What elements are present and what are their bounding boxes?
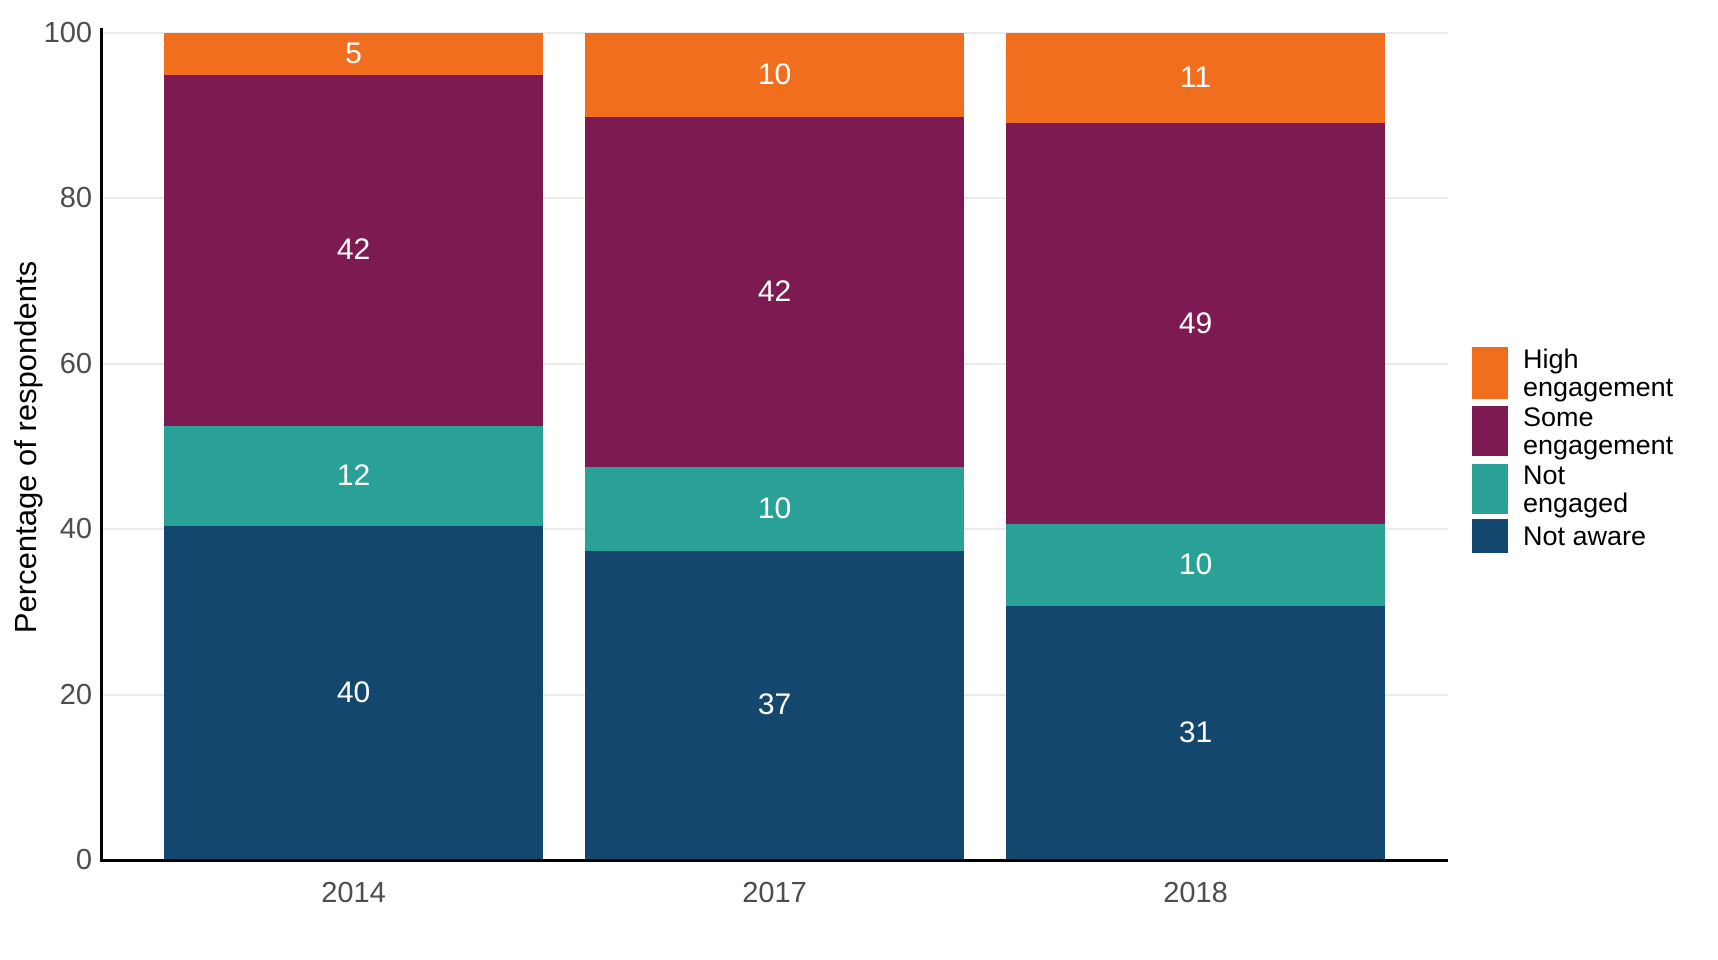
plot-panel: 40 12 42 5 37 10 42 10 31 10 49 11 xyxy=(102,32,1448,861)
y-axis-line xyxy=(100,28,103,861)
y-tick-label-80: 80 xyxy=(59,182,92,215)
bar-segment-2018-some-engagement: 49 xyxy=(1006,123,1385,525)
bar-value-label: 12 xyxy=(336,458,371,492)
y-tick-label-40: 40 xyxy=(59,513,92,546)
x-tick-label-2014: 2014 xyxy=(321,877,386,909)
x-tick-label-2018: 2018 xyxy=(1163,877,1228,909)
legend-item-some-engagement: Some engagement xyxy=(1472,403,1673,459)
bar-segment-2014-not-aware: 40 xyxy=(164,525,543,860)
legend-label: Not engaged xyxy=(1523,460,1629,518)
bar-segment-2014-some-engagement: 42 xyxy=(164,74,543,426)
legend-item-not-engaged: Not engaged xyxy=(1472,461,1673,517)
bar-segment-2017-not-aware: 37 xyxy=(585,550,964,860)
bar-value-label: 11 xyxy=(1179,61,1212,95)
bar-segment-2018-high-engagement: 11 xyxy=(1006,33,1385,124)
legend-swatch xyxy=(1472,347,1508,399)
bar-value-label: 10 xyxy=(757,57,792,91)
legend-swatch xyxy=(1472,464,1508,514)
y-tick-label-20: 20 xyxy=(59,678,92,711)
y-axis-title: Percentage of respondents xyxy=(8,260,43,634)
legend-swatch xyxy=(1472,519,1508,553)
bar-segment-2017-high-engagement: 10 xyxy=(585,33,964,117)
bar-segment-2017-some-engagement: 42 xyxy=(585,116,964,468)
legend: High engagement Some engagement Not engage… xyxy=(1472,345,1673,555)
bar-segment-2014-high-engagement: 5 xyxy=(164,33,543,75)
legend-swatch xyxy=(1472,406,1508,456)
bar-value-label: 42 xyxy=(757,274,792,308)
bar-value-label: 49 xyxy=(1178,306,1213,340)
x-tick-label-2017: 2017 xyxy=(742,877,807,909)
bar-value-label: 37 xyxy=(757,688,792,722)
bar-value-label: 40 xyxy=(336,675,371,709)
bar-value-label: 31 xyxy=(1178,716,1213,750)
bar-value-label: 42 xyxy=(336,233,371,267)
x-axis-line xyxy=(100,859,1448,862)
y-tick-label-0: 0 xyxy=(75,844,92,876)
legend-label: High engagement xyxy=(1523,344,1674,402)
legend-item-not-aware: Not aware xyxy=(1472,519,1673,553)
bar-value-label: 10 xyxy=(757,492,792,526)
bar-segment-2014-not-engaged: 12 xyxy=(164,425,543,526)
bar-segment-2018-not-engaged: 10 xyxy=(1006,524,1385,607)
bar-segment-2018-not-aware: 31 xyxy=(1006,606,1385,860)
bar-value-label: 5 xyxy=(345,36,362,70)
bar-value-label: 10 xyxy=(1178,548,1213,582)
y-tick-label-60: 60 xyxy=(59,347,92,380)
y-tick-label-100: 100 xyxy=(43,17,92,49)
legend-item-high-engagement: High engagement xyxy=(1472,345,1673,401)
bar-segment-2017-not-engaged: 10 xyxy=(585,467,964,551)
legend-label: Not aware xyxy=(1523,521,1647,551)
legend-label: Some engagement xyxy=(1523,402,1674,460)
